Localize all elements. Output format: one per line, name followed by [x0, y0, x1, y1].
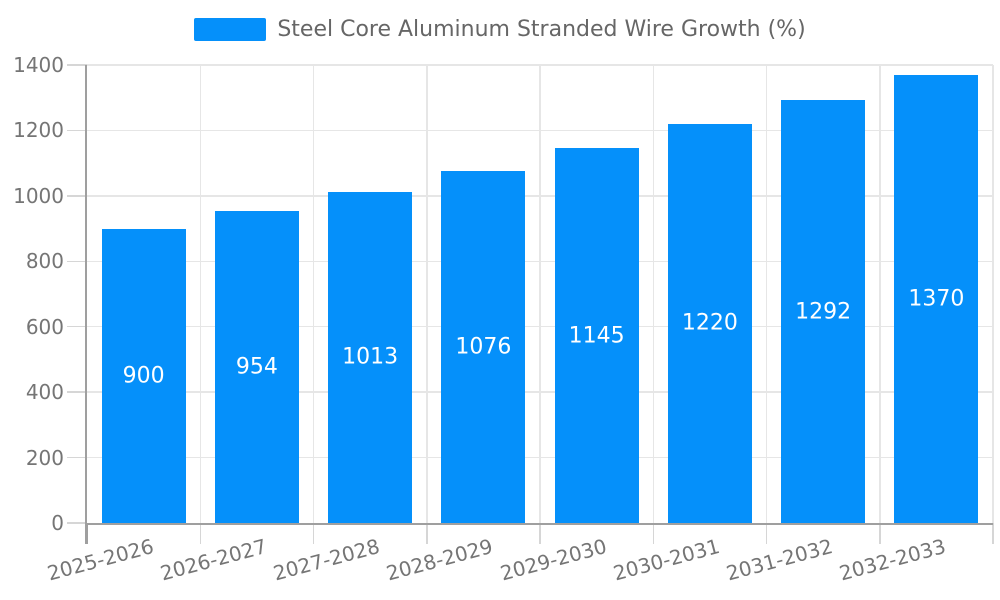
bar-value-label: 1076	[455, 334, 512, 360]
bar[interactable]	[441, 170, 526, 523]
gridline-vertical	[765, 65, 768, 523]
y-tick-label: 400	[25, 380, 64, 405]
gridline-vertical	[426, 65, 428, 523]
y-tick-label: 0	[51, 511, 64, 535]
y-tick-label: 200	[25, 445, 64, 470]
gridline-vertical	[992, 65, 994, 523]
x-axis-tick	[652, 523, 654, 544]
bar[interactable]	[214, 210, 299, 523]
gridline-vertical	[312, 65, 315, 523]
y-axis-tick	[67, 129, 87, 132]
y-tick-label: 600	[25, 314, 64, 339]
legend[interactable]: Steel Core Aluminum Stranded Wire Growth…	[0, 17, 1000, 42]
bar-value-label: 1145	[568, 323, 625, 349]
bar-value-label: 1292	[795, 299, 852, 325]
y-tick-label: 1400	[13, 53, 64, 77]
bar[interactable]	[554, 148, 639, 523]
gridline-vertical	[652, 65, 654, 523]
y-axis-tick	[67, 260, 87, 263]
bar-value-label: 954	[235, 354, 278, 380]
bar-value-label: 900	[122, 363, 165, 389]
y-axis-tick	[67, 522, 87, 524]
bar[interactable]	[781, 100, 866, 523]
y-tick-label: 1200	[13, 118, 64, 143]
x-axis-tick	[879, 523, 881, 544]
x-axis-tick	[765, 523, 768, 544]
bar-value-label: 1220	[681, 310, 738, 336]
bar[interactable]	[894, 74, 979, 523]
bar[interactable]	[101, 228, 186, 523]
y-axis-tick	[67, 325, 87, 328]
legend-label: Steel Core Aluminum Stranded Wire Growth…	[277, 17, 806, 42]
x-axis-tick	[86, 523, 88, 544]
x-axis-tick	[199, 523, 201, 544]
bar-value-label: 1013	[342, 344, 399, 370]
x-axis-tick	[539, 523, 541, 544]
legend-swatch	[194, 18, 267, 41]
gridline-vertical	[539, 65, 541, 523]
gridline-vertical	[879, 65, 881, 523]
x-axis-tick	[312, 523, 315, 544]
bar[interactable]	[667, 123, 752, 523]
y-axis-line	[85, 65, 87, 544]
bar-value-label: 1370	[908, 286, 965, 312]
gridline-vertical	[199, 65, 201, 523]
x-axis-line	[87, 523, 993, 525]
x-axis-tick	[992, 523, 994, 544]
y-axis-tick	[67, 456, 87, 459]
y-axis-tick	[67, 195, 87, 197]
bar[interactable]	[328, 191, 413, 523]
x-axis-tick	[426, 523, 428, 544]
y-tick-label: 800	[25, 249, 64, 274]
y-axis-tick	[67, 391, 87, 393]
y-tick-label: 1000	[13, 183, 64, 208]
y-axis-tick	[67, 64, 87, 66]
